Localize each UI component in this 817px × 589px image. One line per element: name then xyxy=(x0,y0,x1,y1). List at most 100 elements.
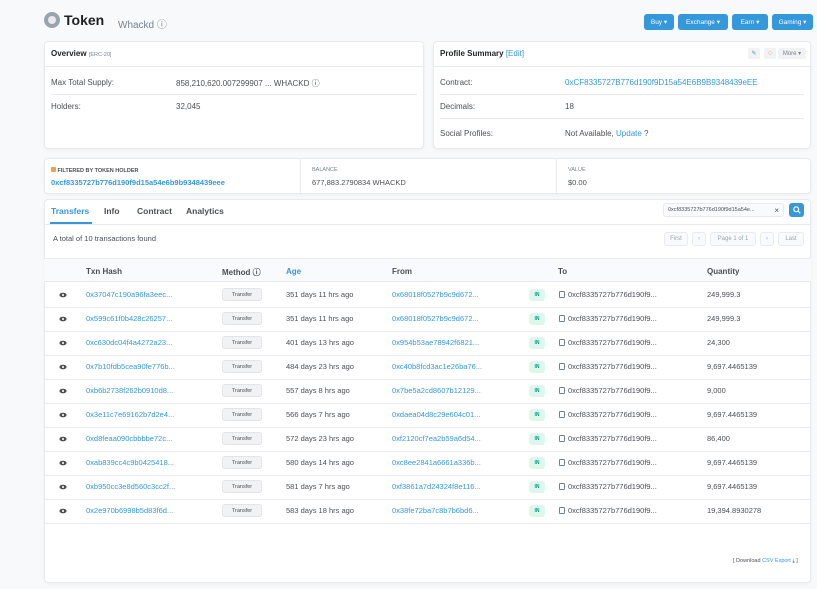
eye-icon[interactable] xyxy=(59,459,67,467)
value-amount: $0.00 xyxy=(568,178,587,187)
txn-hash-link[interactable]: 0xb6b2738f262b0910d8... xyxy=(86,386,174,395)
from-address-link[interactable]: 0x7be5a2cd8607b12129... xyxy=(392,386,481,395)
table-row: 0x3e11c7e69162b7d2e4... Transfer 566 day… xyxy=(44,403,811,427)
divider xyxy=(44,224,811,225)
from-address-link[interactable]: 0xf3861a7d24324f8e116... xyxy=(392,482,481,491)
table-row: 0x599c61f0b428c26257... Transfer 351 day… xyxy=(44,307,811,331)
token-logo xyxy=(44,12,60,28)
contract-icon xyxy=(559,387,565,394)
search-button[interactable] xyxy=(789,203,804,217)
col-to: To xyxy=(558,267,568,276)
eye-icon[interactable] xyxy=(59,315,67,323)
quantity-cell: 9,697.4465139 xyxy=(707,410,758,419)
earn-button[interactable]: Earn ▾ xyxy=(732,14,768,30)
row-divider xyxy=(44,427,811,428)
from-address-link[interactable]: 0xc8ee2841a6661a336b... xyxy=(392,458,481,467)
tab-analytics[interactable]: Analytics xyxy=(186,206,224,216)
contract-address-link[interactable]: 0xCF8335727B776d190f9D15a54E6B9B9348439e… xyxy=(565,78,758,87)
social-profiles-value: Not Available, Update ? xyxy=(565,129,649,138)
eye-icon[interactable] xyxy=(59,387,67,395)
txn-hash-link[interactable]: 0x37047c190a96fa3eec... xyxy=(86,290,173,299)
from-address-link[interactable]: 0xf2120cf7ea2b59a6d54... xyxy=(392,434,481,443)
txn-hash-link[interactable]: 0x3e11c7e69162b7d2e4... xyxy=(86,410,175,419)
profile-summary-card: Profile Summary [Edit] ✎ ○ More ▾ Contra… xyxy=(433,41,812,149)
txn-hash-link[interactable]: 0xb950cc3e8d560c3cc2f... xyxy=(86,482,176,491)
table-row: 0x2e970b6998b5d83f6d... Transfer 583 day… xyxy=(44,499,811,523)
page-title: Token xyxy=(64,12,105,28)
max-supply-label: Max Total Supply: xyxy=(51,78,114,87)
col-quantity: Quantity xyxy=(707,267,740,276)
to-address: 0xcf8335727b776d190f9... xyxy=(559,338,657,347)
gaming-button[interactable]: Gaming ▾ xyxy=(772,14,813,30)
txn-hash-link[interactable]: 0x599c61f0b428c26257... xyxy=(86,314,173,323)
method-badge: Transfer xyxy=(222,504,262,517)
quantity-cell: 249,999.3 xyxy=(707,314,741,323)
direction-badge: IN xyxy=(529,385,545,397)
decimals-value: 18 xyxy=(565,102,574,111)
pencil-icon[interactable]: ✎ xyxy=(748,48,760,59)
method-badge: Transfer xyxy=(222,288,262,301)
direction-badge: IN xyxy=(529,289,545,301)
table-row: 0xab839cc4c9b0425418... Transfer 580 day… xyxy=(44,451,811,475)
from-address-link[interactable]: 0x38fe72ba7c8b7b6bd6... xyxy=(392,506,479,515)
from-address-link[interactable]: 0x954b53ae78942f6821... xyxy=(392,338,480,347)
tab-info[interactable]: Info xyxy=(104,206,120,216)
row-divider xyxy=(44,499,811,500)
pager-last-button[interactable]: Last xyxy=(778,232,804,246)
eye-icon[interactable] xyxy=(59,507,67,515)
from-address-link[interactable]: 0x68018f0527b9c9d672... xyxy=(392,290,479,299)
reputation-icon[interactable]: ○ xyxy=(764,48,776,59)
txn-hash-link[interactable]: 0xd8feaa090cbbbbe72c... xyxy=(86,434,173,443)
txn-hash-link[interactable]: 0x7b10fdb5cea90fe776b... xyxy=(86,362,175,371)
direction-badge: IN xyxy=(529,409,545,421)
direction-badge: IN xyxy=(529,313,545,325)
from-address-link[interactable]: 0xc40b8fcd3ac1e26ba76... xyxy=(392,362,483,371)
buy-button[interactable]: Buy ▾ xyxy=(644,14,674,30)
eye-icon[interactable] xyxy=(59,435,67,443)
pager-prev-button[interactable]: ‹ xyxy=(692,232,706,246)
eye-icon[interactable] xyxy=(59,339,67,347)
row-divider xyxy=(44,403,811,404)
quantity-cell: 86,400 xyxy=(707,434,730,443)
txn-hash-link[interactable]: 0xc630dc04f4a4272a23... xyxy=(86,338,173,347)
method-badge: Transfer xyxy=(222,432,262,445)
balance-value: 677,883.2790834 WHACKD xyxy=(312,178,406,187)
contract-icon xyxy=(559,459,565,466)
quantity-cell: 24,300 xyxy=(707,338,730,347)
eye-icon[interactable] xyxy=(59,291,67,299)
tab-contract[interactable]: Contract xyxy=(137,206,172,216)
clear-icon[interactable]: × xyxy=(774,205,779,215)
pager-first-button[interactable]: First xyxy=(664,232,688,246)
age-cell: 401 days 13 hrs ago xyxy=(286,338,354,347)
csv-export-link[interactable]: CSV Export xyxy=(762,558,791,564)
eye-icon[interactable] xyxy=(59,483,67,491)
overview-card: Overview [ERC-20] Max Total Supply: 858,… xyxy=(44,41,425,149)
more-button[interactable]: More ▾ xyxy=(778,48,806,59)
direction-badge: IN xyxy=(529,337,545,349)
holder-address-link[interactable]: 0xcf8335727b776d190f9d15a54e6b9b9348439e… xyxy=(51,178,225,187)
eye-icon[interactable] xyxy=(59,363,67,371)
profile-edit-link[interactable]: [Edit] xyxy=(505,49,525,58)
pager-next-button[interactable]: › xyxy=(760,232,774,246)
method-badge: Transfer xyxy=(222,312,262,325)
from-address-link[interactable]: 0x68018f0527b9c9d672... xyxy=(392,314,479,323)
from-address-link[interactable]: 0xdaea04d8c29e604c01... xyxy=(392,410,481,419)
txn-hash-link[interactable]: 0x2e970b6998b5d83f6d... xyxy=(86,506,174,515)
update-link[interactable]: Update xyxy=(616,129,642,138)
exchange-button[interactable]: Exchange ▾ xyxy=(678,14,728,30)
method-badge: Transfer xyxy=(222,360,262,373)
address-filter-input[interactable]: 0xcf8335727b776d190f9d15a54e... × xyxy=(663,203,784,217)
tab-transfers[interactable]: Transfers xyxy=(51,206,90,216)
eye-icon[interactable] xyxy=(59,411,67,419)
divider xyxy=(300,159,301,195)
search-icon xyxy=(792,206,801,214)
table-row: 0xb950cc3e8d560c3cc2f... Transfer 581 da… xyxy=(44,475,811,499)
contract-icon xyxy=(559,435,565,442)
table-row: 0x37047c190a96fa3eec... Transfer 351 day… xyxy=(44,283,811,307)
row-divider xyxy=(44,475,811,476)
balance-label: BALANCE xyxy=(312,167,338,173)
col-age[interactable]: Age xyxy=(286,267,302,276)
col-method: Method ⓘ xyxy=(222,268,261,277)
social-profiles-label: Social Profiles: xyxy=(440,129,493,138)
txn-hash-link[interactable]: 0xab839cc4c9b0425418... xyxy=(86,458,174,467)
